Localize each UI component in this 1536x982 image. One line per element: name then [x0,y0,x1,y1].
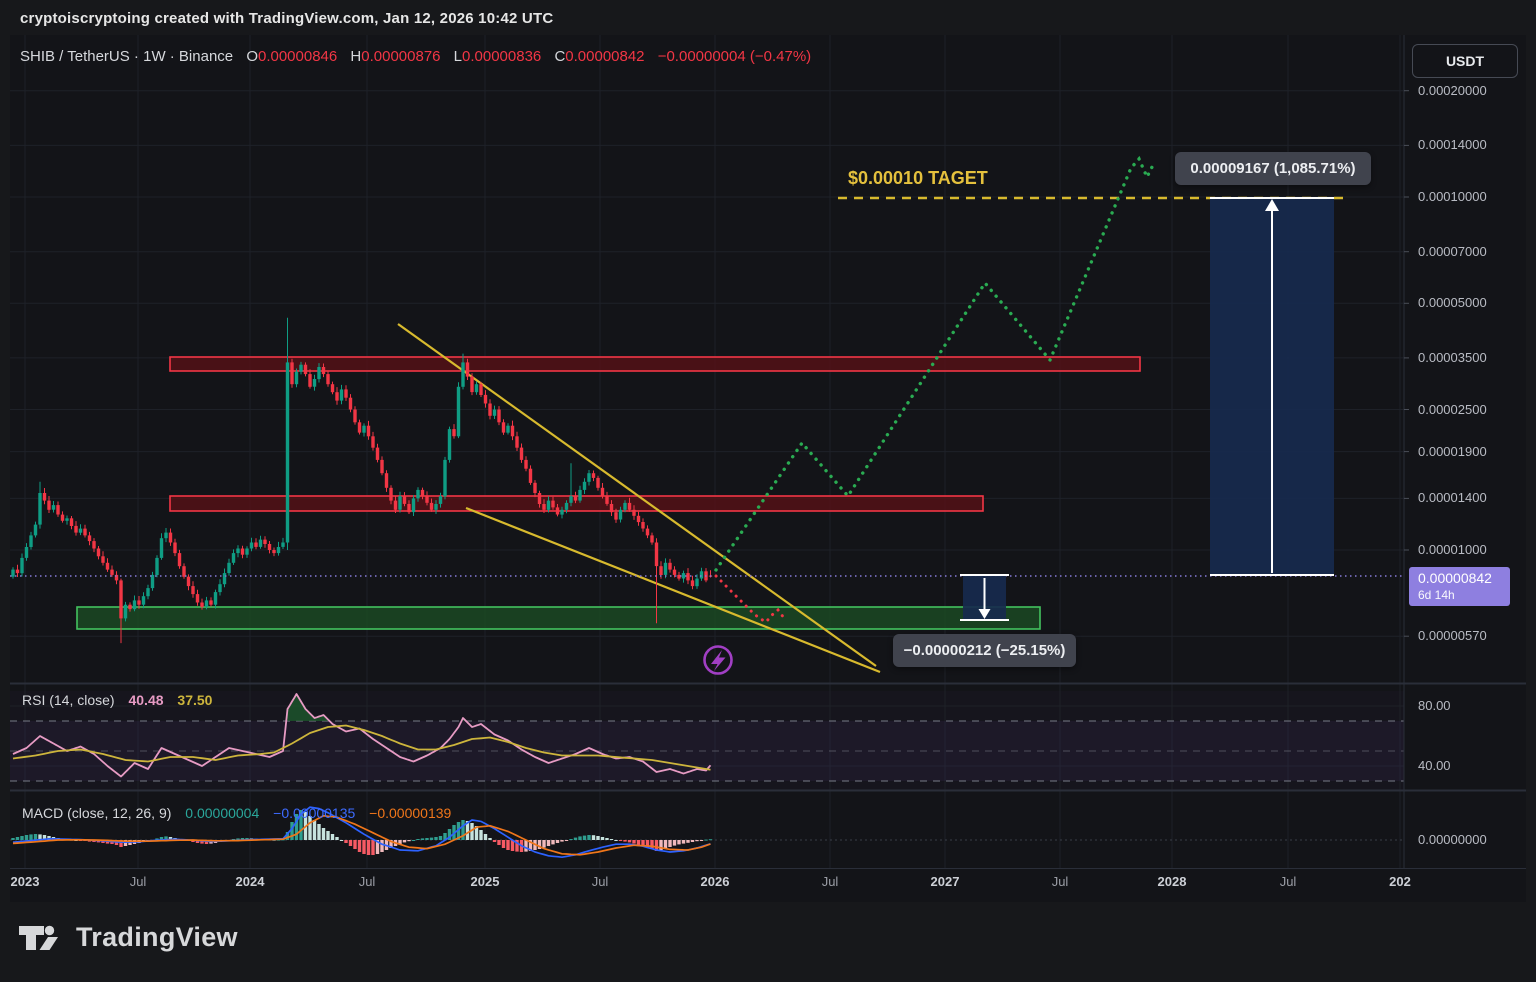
low-value: 0.00000836 [462,48,542,65]
bar-countdown: 6d 14h [1418,588,1455,602]
time-axis-label: Jul [591,874,609,889]
time-axis-label: 2024 [235,874,265,889]
rsi-ma-value: 37.50 [177,692,213,708]
macd-line-value: −0.00000135 [273,805,356,821]
macd-legend[interactable]: MACD (close, 12, 26, 9) 0.00000004 −0.00… [22,805,451,821]
time-axis-label: 2023 [10,874,40,889]
tradingview-logo[interactable]: TradingView [18,922,238,953]
time-axis-label: 202 [1389,874,1411,889]
close-value: 0.00000842 [565,48,645,65]
price-axis-label: 0.00003500 [1418,349,1487,365]
tradingview-wordmark: TradingView [76,922,238,952]
low-label: L [453,48,463,65]
macd-title[interactable]: MACD (close, 12, 26, 9) [22,805,172,821]
rsi-axis-label: 80.00 [1418,698,1451,713]
high-value: 0.00000876 [361,48,441,65]
time-axis-label: 2028 [1157,874,1187,889]
price-axis-label: 0.00000570 [1418,628,1487,644]
change-value: −0.00000004 (−0.47%) [657,48,812,65]
target-price-label[interactable]: $0.00010 TAGET [848,168,988,188]
time-axis-label: Jul [1051,874,1069,889]
time-axis-label: 2026 [700,874,730,889]
price-axis-label: 0.00010000 [1418,189,1487,204]
price-axis-label: 0.00001000 [1418,542,1487,557]
price-axis-label: 0.00005000 [1418,295,1487,311]
current-price-value: 0.00000842 [1418,570,1492,586]
price-axis-label: 0.00002500 [1418,401,1487,417]
rsi-legend[interactable]: RSI (14, close) 40.48 37.50 [22,692,212,708]
time-axis-label: Jul [358,874,376,889]
macd-hist-value: 0.00000004 [185,805,260,821]
time-axis-label: 2025 [470,874,500,889]
price-axis-label: 0.00014000 [1418,137,1487,153]
tradingview-logo-icon [19,925,58,950]
price-axis-label: 0.00007000 [1418,243,1487,259]
rsi-value: 40.48 [128,692,164,708]
time-axis-label: 2027 [930,874,960,889]
time-axis-label: Jul [821,874,839,889]
high-label: H [350,48,362,65]
rsi-axis-label: 40.00 [1418,758,1451,773]
rsi-title[interactable]: RSI (14, close) [22,692,115,708]
close-label: C [554,48,566,65]
symbol-legend[interactable]: SHIB / TetherUS · 1W · Binance O0.000008… [20,48,811,65]
currency-toggle-button[interactable]: USDT [1412,44,1518,78]
current-price-badge: 0.00000842 6d 14h [1409,567,1510,606]
macd-axis-label: 0.00000000 [1418,832,1487,847]
price-axis-label: 0.00020000 [1418,82,1487,98]
measure-up-tooltip: 0.00009167 (1,085.71%) [1175,152,1371,185]
symbol-title[interactable]: SHIB / TetherUS · 1W · Binance [20,48,234,65]
time-axis-label: Jul [1279,874,1297,889]
measure-down-tooltip: −0.00000212 (−25.15%) [893,634,1076,667]
open-label: O [246,48,258,65]
price-axis-label: 0.00001400 [1418,490,1487,506]
open-value: 0.00000846 [257,48,338,65]
time-axis-label: Jul [129,874,147,889]
watermark-attribution: cryptoiscryptoing created with TradingVi… [20,10,554,27]
price-axis-label: 0.00001900 [1418,443,1487,459]
macd-signal-value: −0.00000139 [369,805,452,821]
